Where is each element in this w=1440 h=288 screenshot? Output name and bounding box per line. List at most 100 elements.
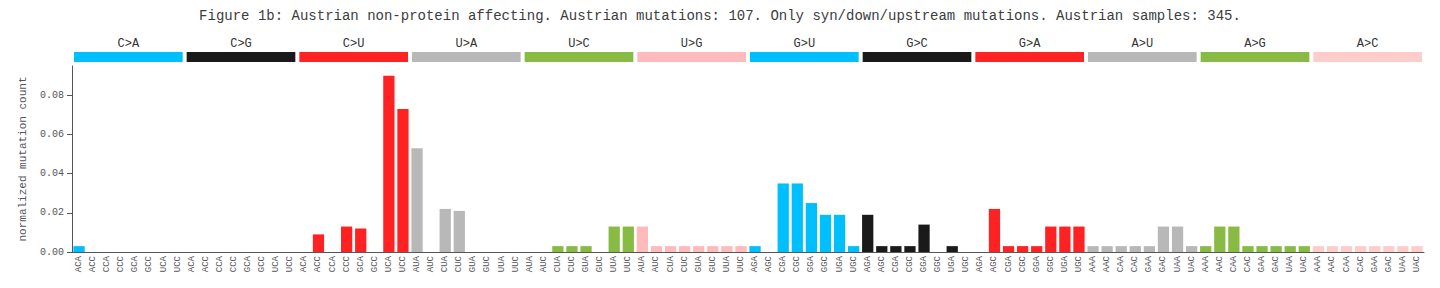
svg-text:C>G: C>G bbox=[230, 37, 252, 51]
svg-text:AAC: AAC bbox=[1327, 255, 1337, 272]
svg-text:CCC: CCC bbox=[116, 255, 126, 272]
svg-text:CGA: CGA bbox=[1004, 255, 1014, 272]
svg-text:ACC: ACC bbox=[201, 255, 211, 272]
svg-text:AGA: AGA bbox=[863, 255, 873, 272]
svg-text:AAC: AAC bbox=[1102, 255, 1112, 272]
svg-text:ACA: ACA bbox=[187, 255, 197, 272]
svg-text:GCC: GCC bbox=[144, 255, 154, 272]
svg-text:GAA: GAA bbox=[1144, 255, 1154, 272]
svg-text:GGA: GGA bbox=[1032, 255, 1042, 272]
svg-text:ACC: ACC bbox=[88, 255, 98, 272]
svg-text:UGA: UGA bbox=[1060, 255, 1070, 272]
svg-text:CUA: CUA bbox=[666, 255, 676, 272]
svg-text:CGC: CGC bbox=[1018, 255, 1028, 272]
svg-text:AUC: AUC bbox=[651, 255, 661, 272]
svg-text:AAA: AAA bbox=[1201, 255, 1211, 272]
svg-text:CUC: CUC bbox=[567, 255, 577, 272]
svg-text:0.04: 0.04 bbox=[40, 168, 64, 179]
svg-text:GCA: GCA bbox=[356, 255, 366, 272]
svg-text:CAA: CAA bbox=[1116, 255, 1126, 272]
svg-text:AAA: AAA bbox=[1088, 255, 1098, 272]
svg-text:CAC: CAC bbox=[1356, 255, 1366, 272]
svg-text:AUA: AUA bbox=[637, 255, 647, 272]
svg-text:CUA: CUA bbox=[440, 255, 450, 272]
svg-text:UGC: UGC bbox=[849, 255, 859, 272]
svg-text:G>A: G>A bbox=[1019, 37, 1041, 51]
svg-text:AGC: AGC bbox=[877, 255, 887, 272]
svg-text:GUA: GUA bbox=[694, 255, 704, 272]
svg-text:A>G: A>G bbox=[1244, 37, 1266, 51]
svg-text:CCA: CCA bbox=[328, 255, 338, 272]
svg-text:0.00: 0.00 bbox=[40, 247, 64, 258]
svg-text:UAC: UAC bbox=[1299, 255, 1309, 272]
svg-text:UUC: UUC bbox=[623, 255, 633, 272]
svg-text:GCC: GCC bbox=[257, 255, 267, 272]
svg-text:0.06: 0.06 bbox=[40, 129, 64, 140]
svg-text:AUA: AUA bbox=[412, 255, 422, 272]
svg-text:UCC: UCC bbox=[173, 255, 183, 272]
svg-text:U>G: U>G bbox=[681, 37, 703, 51]
svg-text:UCC: UCC bbox=[398, 255, 408, 272]
svg-text:UUA: UUA bbox=[497, 255, 507, 272]
svg-text:CCA: CCA bbox=[102, 255, 112, 272]
svg-text:CUC: CUC bbox=[680, 255, 690, 272]
svg-text:CGA: CGA bbox=[891, 255, 901, 272]
svg-text:CCA: CCA bbox=[215, 255, 225, 272]
svg-text:G>U: G>U bbox=[794, 37, 816, 51]
svg-text:U>A: U>A bbox=[456, 37, 478, 51]
svg-text:ACA: ACA bbox=[299, 255, 309, 272]
svg-text:UUC: UUC bbox=[511, 255, 521, 272]
svg-text:G>C: G>C bbox=[906, 37, 928, 51]
svg-text:UUA: UUA bbox=[722, 255, 732, 272]
svg-text:AGA: AGA bbox=[975, 255, 985, 272]
svg-text:GCA: GCA bbox=[243, 255, 253, 272]
svg-text:AUC: AUC bbox=[539, 255, 549, 272]
svg-text:UGC: UGC bbox=[961, 255, 971, 272]
svg-text:GGA: GGA bbox=[919, 255, 929, 272]
svg-text:CGA: CGA bbox=[778, 255, 788, 272]
svg-text:AGA: AGA bbox=[750, 255, 760, 272]
svg-text:GAA: GAA bbox=[1370, 255, 1380, 272]
svg-text:GUC: GUC bbox=[482, 255, 492, 272]
svg-text:GUA: GUA bbox=[468, 255, 478, 272]
svg-text:CGC: CGC bbox=[905, 255, 915, 272]
svg-text:CUC: CUC bbox=[454, 255, 464, 272]
svg-text:UGA: UGA bbox=[835, 255, 845, 272]
svg-text:Figure 1b: Austrian non-protei: Figure 1b: Austrian non-protein affectin… bbox=[199, 8, 1241, 24]
svg-text:CAC: CAC bbox=[1130, 255, 1140, 272]
svg-text:UAA: UAA bbox=[1285, 255, 1295, 272]
svg-text:GUC: GUC bbox=[708, 255, 718, 272]
svg-text:CCC: CCC bbox=[229, 255, 239, 272]
svg-text:UCC: UCC bbox=[285, 255, 295, 272]
svg-text:GCC: GCC bbox=[370, 255, 380, 272]
svg-text:0.02: 0.02 bbox=[40, 207, 64, 218]
svg-text:CAA: CAA bbox=[1229, 255, 1239, 272]
svg-text:CAA: CAA bbox=[1342, 255, 1352, 272]
svg-text:GAC: GAC bbox=[1158, 255, 1168, 272]
svg-text:AAC: AAC bbox=[1215, 255, 1225, 272]
svg-text:UAC: UAC bbox=[1412, 255, 1422, 272]
svg-text:GUC: GUC bbox=[595, 255, 605, 272]
svg-text:AGC: AGC bbox=[764, 255, 774, 272]
svg-text:UAC: UAC bbox=[1187, 255, 1197, 272]
svg-text:GAC: GAC bbox=[1384, 255, 1394, 272]
svg-text:UAA: UAA bbox=[1398, 255, 1408, 272]
svg-text:AAA: AAA bbox=[1313, 255, 1323, 272]
svg-text:UCA: UCA bbox=[271, 255, 281, 272]
svg-text:GGC: GGC bbox=[820, 255, 830, 272]
svg-text:GAA: GAA bbox=[1257, 255, 1267, 272]
svg-text:0.08: 0.08 bbox=[40, 90, 64, 101]
svg-text:UGC: UGC bbox=[1074, 255, 1084, 272]
svg-text:GGA: GGA bbox=[806, 255, 816, 272]
svg-text:AGC: AGC bbox=[989, 255, 999, 272]
svg-text:C>U: C>U bbox=[343, 37, 365, 51]
svg-text:UAA: UAA bbox=[1173, 255, 1183, 272]
svg-text:A>C: A>C bbox=[1357, 37, 1379, 51]
svg-text:A>U: A>U bbox=[1132, 37, 1154, 51]
svg-text:CCC: CCC bbox=[342, 255, 352, 272]
svg-text:GAC: GAC bbox=[1271, 255, 1281, 272]
svg-text:C>A: C>A bbox=[118, 37, 140, 51]
svg-text:CUA: CUA bbox=[553, 255, 563, 272]
svg-text:UUC: UUC bbox=[736, 255, 746, 272]
svg-text:CAC: CAC bbox=[1243, 255, 1253, 272]
